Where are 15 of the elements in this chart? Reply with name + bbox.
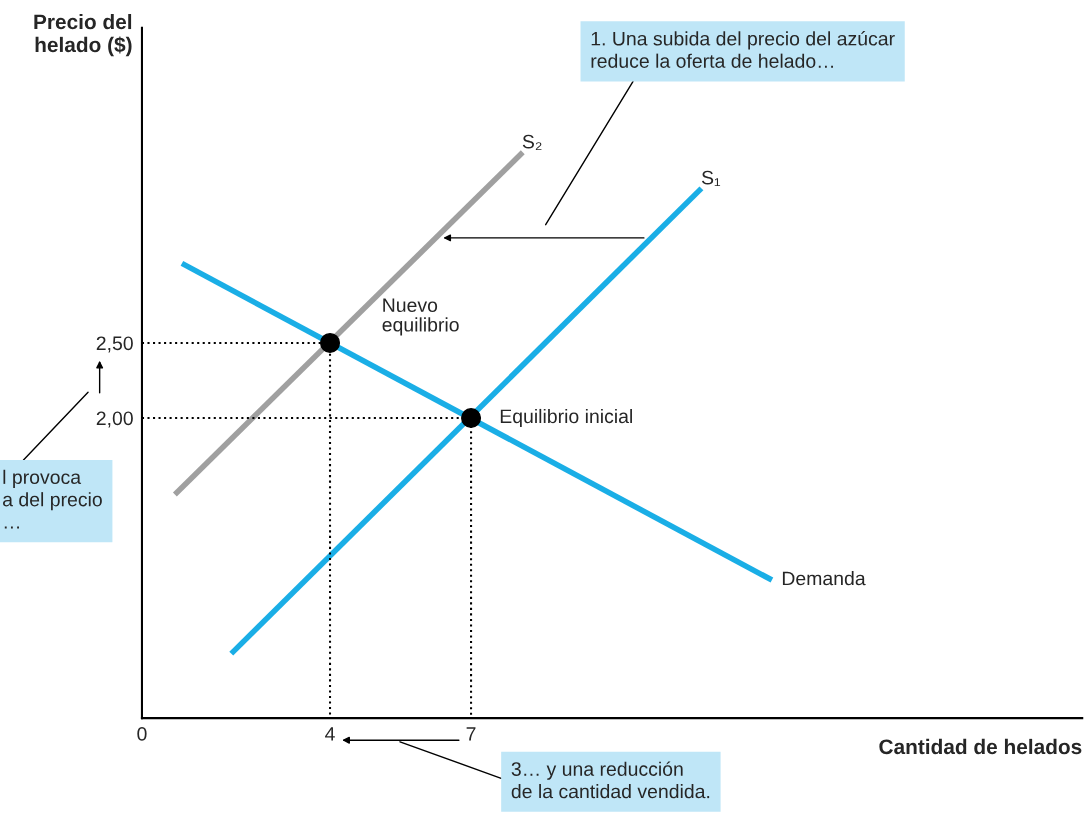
- y-tick-label: 2,50: [96, 336, 133, 353]
- annotation: Equilibrio inicial: [500, 408, 632, 428]
- x-axis-title: Cantidad de helados: [879, 738, 1082, 755]
- y-tick-label: 2,00: [96, 411, 133, 428]
- text: 3… y una reducción de la cantidad vendida.: [511, 761, 710, 799]
- series-label: S₂: [522, 134, 542, 150]
- x-tick-label: 4: [325, 727, 335, 741]
- annotation: Nuevo equilibrio: [382, 298, 459, 336]
- x-tick-label: 7: [466, 727, 476, 741]
- y-axis-title: Precio del helado ($): [34, 13, 132, 57]
- annotation: 1. Una subida del precio del azúcar reduce la oferta de helado…: [591, 31, 895, 68]
- x-tick-label: 0: [137, 726, 147, 741]
- series-label: Demanda: [782, 571, 866, 586]
- series-label: S₁: [701, 170, 721, 186]
- text: l provoca a del precio …: [3, 469, 102, 529]
